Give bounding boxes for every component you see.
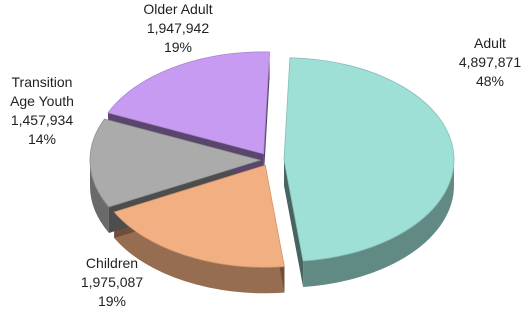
slice-edge-adult — [283, 159, 304, 288]
data-label-transition-age-youth: Transition Age Youth 1,457,934 14% — [10, 74, 74, 147]
slice-side-children — [114, 212, 285, 294]
slice-side-transition-age-youth — [90, 160, 109, 233]
slice-children — [113, 164, 285, 268]
data-label-adult: Adult 4,897,871 48% — [459, 35, 521, 89]
slice-labels: Adult 4,897,871 48% Children 1,975,087 19% Tra… — [10, 1, 521, 309]
data-label-older-adult: Older Adult 1,947,942 19% — [143, 1, 212, 55]
slice-transition-age-youth — [89, 118, 262, 208]
slice-adult — [283, 57, 455, 262]
data-label-children: Children 1,975,087 19% — [81, 255, 143, 309]
slice-tops — [89, 51, 455, 268]
slice-side-adult — [303, 159, 454, 288]
slice-older-adult — [107, 51, 270, 155]
